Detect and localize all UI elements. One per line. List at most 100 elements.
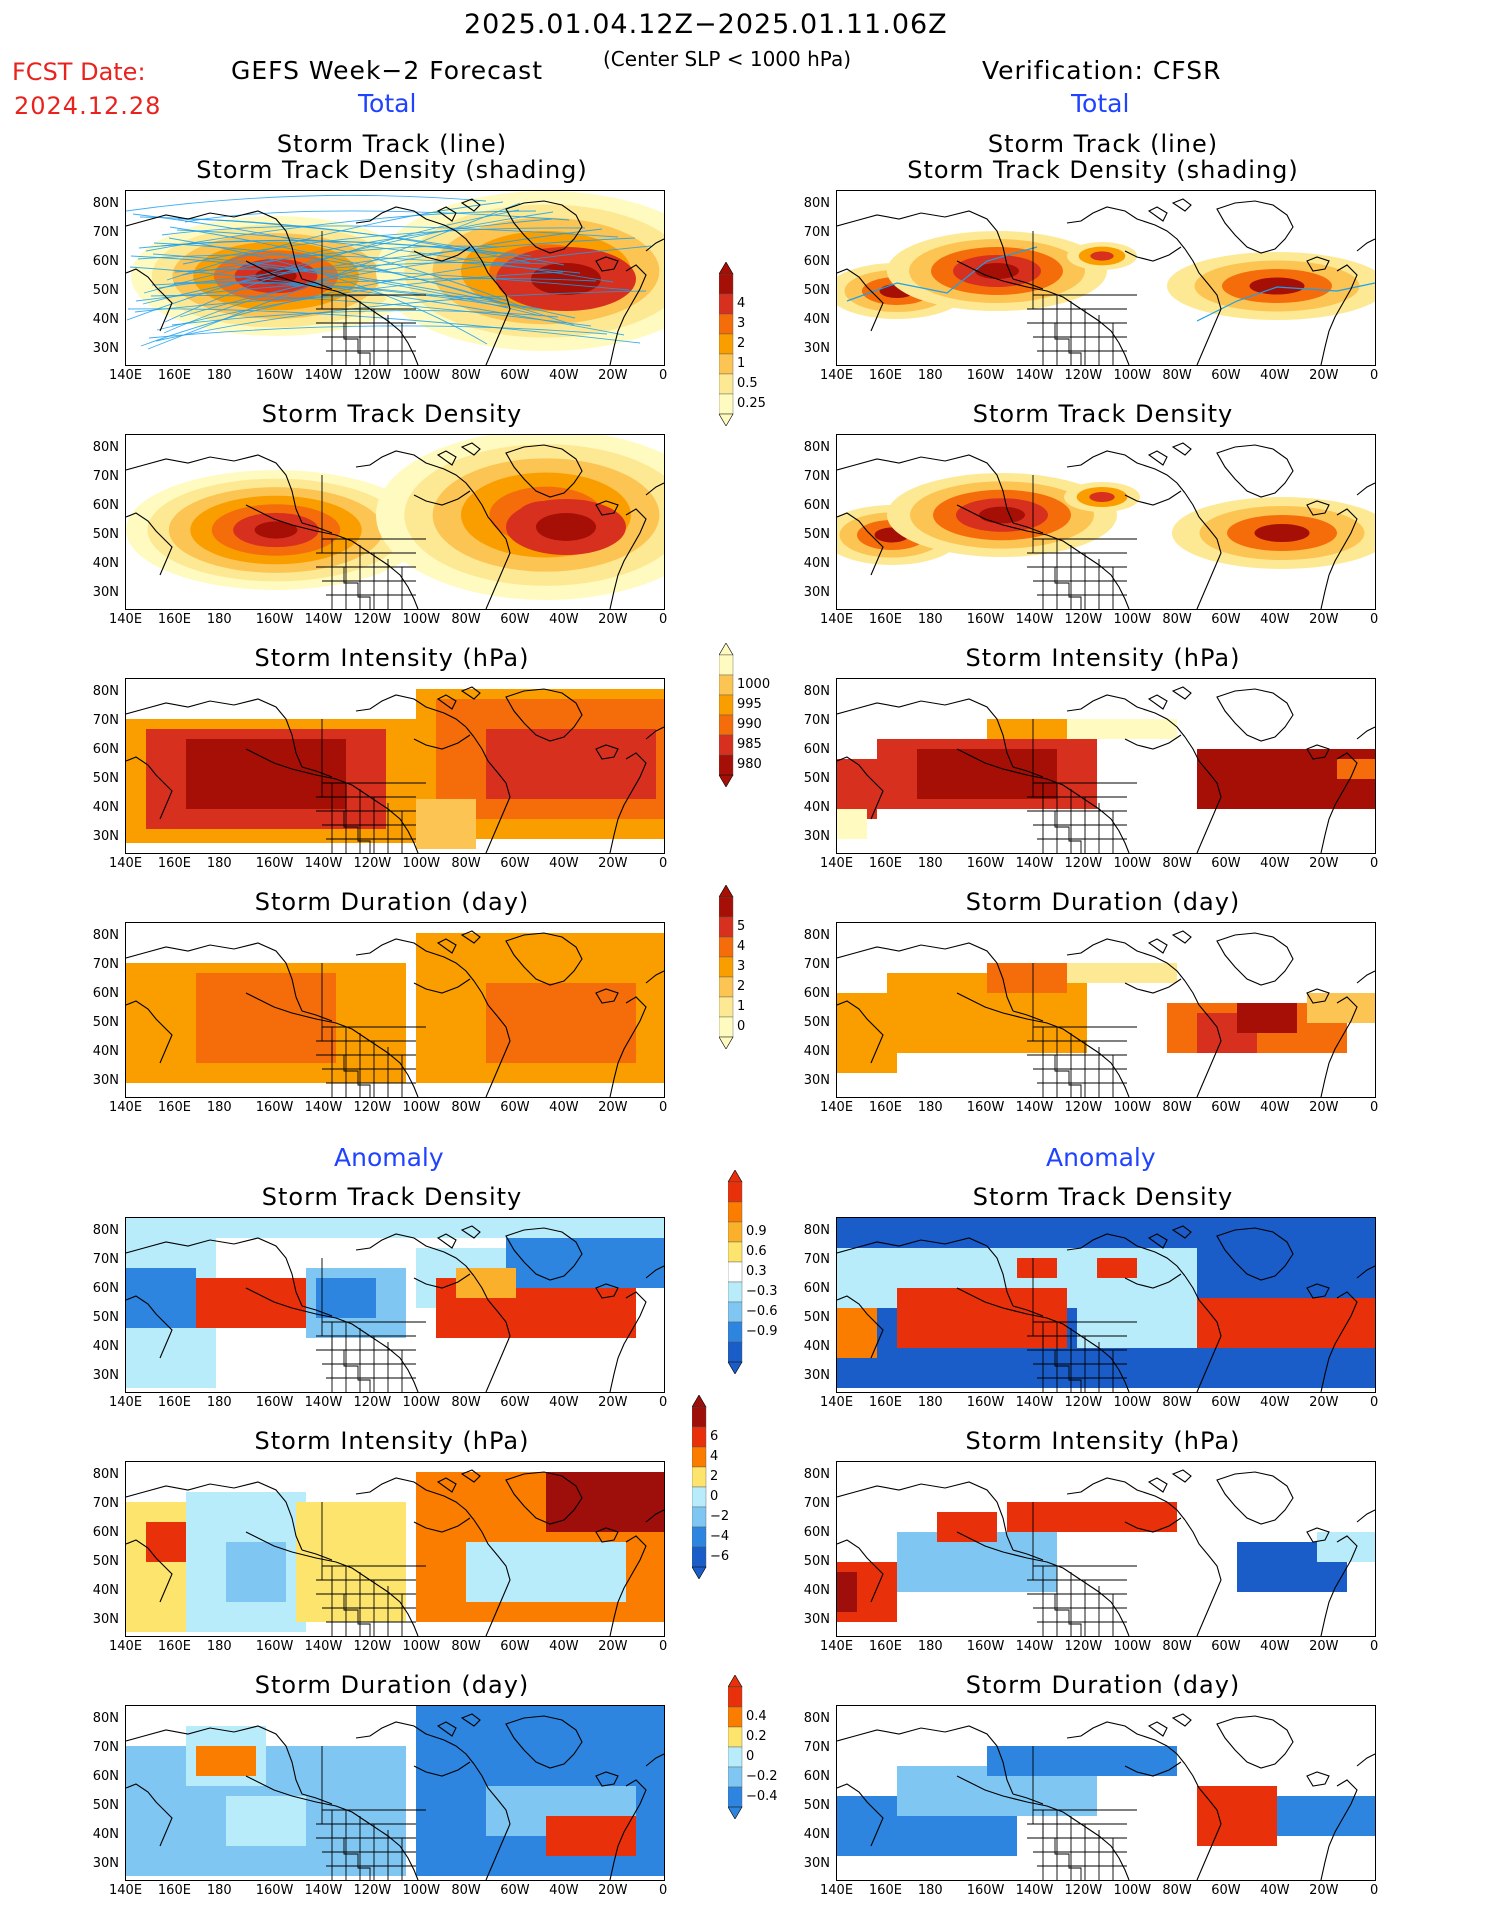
left-column-title: GEFS Week−2 Forecast — [231, 56, 544, 85]
lon-label: 20W — [598, 368, 628, 383]
map-canvas — [837, 1469, 1375, 1636]
panel-title-intensity-left: Storm Intensity (hPa) — [254, 644, 530, 672]
lon-label: 120W — [353, 612, 392, 627]
lon-label: 60W — [1211, 1395, 1241, 1410]
lat-label: 60N — [803, 254, 830, 269]
colorbar-label: 0.25 — [737, 396, 766, 411]
colorbar-label: −4 — [710, 1529, 730, 1544]
lat-label: 80N — [92, 928, 119, 943]
panel-title-track-left-1: Storm Track (line) — [276, 130, 508, 158]
lon-label: 140E — [820, 856, 854, 871]
lon-label: 40W — [1260, 368, 1290, 383]
lon-label: 0 — [1370, 856, 1379, 871]
lat-label: 60N — [92, 1769, 119, 1784]
lat-label: 60N — [92, 254, 119, 269]
lon-label: 180 — [917, 1395, 943, 1410]
lat-label: 40N — [92, 1044, 119, 1059]
lat-label: 60N — [803, 1769, 830, 1784]
colorbar-label: 0.4 — [746, 1709, 767, 1724]
colorbar-canvas — [718, 261, 734, 427]
lon-label: 140E — [109, 1639, 143, 1654]
lat-label: 30N — [92, 1073, 119, 1088]
lat-label: 50N — [803, 1798, 830, 1813]
colorbar-canvas — [718, 642, 734, 788]
map-intensity-forecast — [125, 678, 665, 854]
lat-label: 80N — [92, 440, 119, 455]
map-density-forecast — [125, 434, 665, 610]
lon-label: 40W — [1260, 1639, 1290, 1654]
colorbar-density-total: 4 3 2 1 0.5 0.25 — [718, 261, 766, 430]
lat-label: 30N — [92, 341, 119, 356]
lat-label: 50N — [803, 1554, 830, 1569]
lon-label: 0 — [659, 368, 668, 383]
lat-label: 50N — [92, 1554, 119, 1569]
panel-title-anom-density-right: Storm Track Density — [972, 1183, 1234, 1211]
panel-title-intensity-right: Storm Intensity (hPa) — [965, 644, 1241, 672]
lon-label: 40W — [549, 1100, 579, 1115]
colorbar-label: 0.9 — [746, 1224, 767, 1239]
map-canvas — [837, 1713, 1375, 1880]
lat-label: 50N — [803, 283, 830, 298]
lon-label: 120W — [1064, 1883, 1103, 1898]
lon-label: 140W — [1015, 1395, 1054, 1410]
lon-label: 140E — [820, 612, 854, 627]
panel-title-anom-duration-left: Storm Duration (day) — [254, 1671, 530, 1699]
lon-label: 120W — [353, 1395, 392, 1410]
lat-label: 30N — [92, 585, 119, 600]
lon-label: 160E — [868, 856, 902, 871]
lon-label: 100W — [402, 1395, 441, 1410]
lon-label: 0 — [1370, 1883, 1379, 1898]
lat-label: 60N — [803, 1525, 830, 1540]
map-canvas — [126, 435, 664, 609]
lon-label: 60W — [500, 856, 530, 871]
lat-label: 40N — [803, 1583, 830, 1598]
colorbar-label: 4 — [737, 296, 746, 311]
colorbar-label: −0.4 — [746, 1789, 778, 1804]
lon-label: 140W — [304, 1100, 343, 1115]
colorbar-label: −6 — [710, 1549, 730, 1564]
lat-label: 60N — [92, 498, 119, 513]
lon-label: 40W — [549, 612, 579, 627]
lon-label: 80W — [1162, 1395, 1192, 1410]
lon-label: 120W — [353, 856, 392, 871]
map-density-verification — [836, 434, 1376, 610]
lon-label: 20W — [598, 1395, 628, 1410]
colorbar-intensity-anomaly: 6 4 2 0 −2 −4 −6 — [691, 1394, 729, 1583]
lat-label: 40N — [92, 556, 119, 571]
lon-label: 180 — [917, 1639, 943, 1654]
colorbar-label: 0.2 — [746, 1729, 767, 1744]
lon-label: 40W — [549, 856, 579, 871]
lon-label: 40W — [549, 1395, 579, 1410]
lat-label: 80N — [92, 1467, 119, 1482]
lat-label: 30N — [803, 341, 830, 356]
lon-label: 180 — [917, 1883, 943, 1898]
lon-label: 140E — [109, 368, 143, 383]
lon-label: 100W — [402, 856, 441, 871]
map-track-forecast — [125, 190, 665, 366]
colorbar-label: 6 — [710, 1429, 719, 1444]
lon-label: 0 — [1370, 612, 1379, 627]
colorbar-canvas — [691, 1394, 707, 1580]
lat-label: 70N — [803, 225, 830, 240]
lat-label: 50N — [92, 771, 119, 786]
lat-label: 80N — [803, 440, 830, 455]
panel-title-anom-duration-right: Storm Duration (day) — [965, 1671, 1241, 1699]
colorbar-label: 4 — [737, 939, 746, 954]
lon-label: 100W — [1113, 1100, 1152, 1115]
lon-label: 40W — [1260, 1100, 1290, 1115]
lat-label: 70N — [803, 713, 830, 728]
lon-label: 0 — [659, 1883, 668, 1898]
lat-label: 70N — [92, 957, 119, 972]
lon-label: 160W — [255, 612, 294, 627]
lon-label: 140E — [820, 1639, 854, 1654]
lon-label: 20W — [1309, 1883, 1339, 1898]
lat-label: 40N — [803, 1827, 830, 1842]
fcst-date-value: 2024.12.28 — [14, 92, 162, 120]
lat-label: 30N — [92, 1612, 119, 1627]
lon-label: 120W — [353, 1100, 392, 1115]
lon-label: 100W — [402, 368, 441, 383]
lon-label: 80W — [1162, 856, 1192, 871]
colorbar-canvas — [727, 1674, 743, 1820]
lon-label: 20W — [1309, 1100, 1339, 1115]
lat-label: 60N — [803, 742, 830, 757]
